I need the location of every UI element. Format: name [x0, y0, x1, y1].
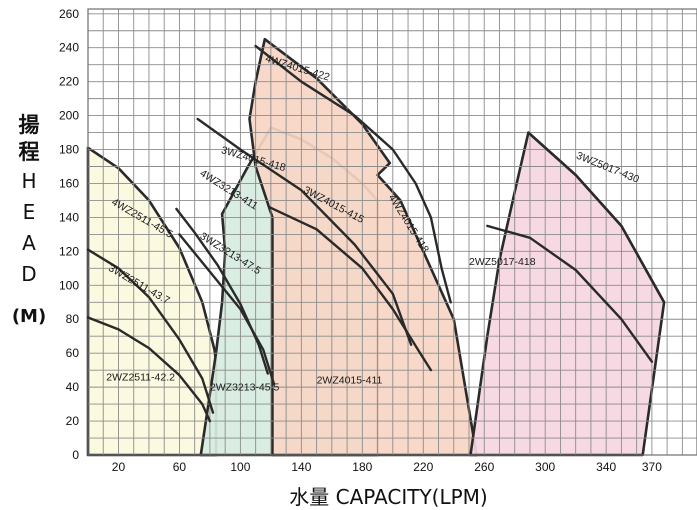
y-label-letter-e: E: [22, 200, 36, 224]
y-tick-label: 160: [59, 176, 79, 190]
y-label-letter-a: A: [22, 231, 36, 255]
x-tick-label: 220: [413, 460, 433, 474]
series-label: 2WZ2511-42.2: [106, 371, 175, 383]
curve-3WZ5017-430: [527, 131, 666, 304]
curve-2WZ5017-418: [486, 224, 654, 363]
x-tick-label: 180: [352, 460, 372, 474]
y-tick-label: 100: [59, 278, 79, 292]
curve-4WZ4015-422: [254, 44, 452, 304]
x-axis-label: 水量 CAPACITY(LPM): [289, 485, 488, 509]
y-tick-label: 0: [72, 448, 79, 462]
y-tick-label: 180: [59, 143, 79, 157]
series-label: 2WZ4015-411: [317, 375, 383, 387]
x-tick-label: 60: [173, 460, 187, 474]
y-label-unit: (M): [11, 306, 47, 327]
curve-3WZ4015-418: [196, 117, 413, 346]
y-tick-label: 20: [66, 414, 80, 428]
curve-3WZ3213-47.5: [178, 233, 276, 385]
y-label-letter-h: H: [21, 169, 37, 193]
plot-frame: [87, 8, 697, 456]
x-tick-label: 300: [535, 460, 555, 474]
x-tick-label: 340: [596, 460, 616, 474]
y-label-cn-1: 揚: [18, 113, 40, 137]
curve-4WZ3213-411: [175, 207, 269, 375]
curve-3WZ4015-415: [268, 206, 433, 372]
x-tick-label: 370: [642, 460, 662, 474]
y-tick-label: 80: [66, 312, 80, 326]
curve-3WZ2511-43.7: [86, 316, 212, 423]
y-tick-label: 120: [59, 244, 79, 258]
y-tick-label: 200: [59, 109, 79, 123]
y-tick-label: 60: [66, 346, 80, 360]
y-tick-label: 240: [59, 41, 79, 55]
y-tick-label: 140: [59, 210, 79, 224]
x-tick-label: 20: [112, 460, 126, 474]
x-tick-label: 260: [474, 460, 494, 474]
series-label: 2WZ3213-45.5: [210, 382, 280, 394]
zone-3: [248, 37, 478, 457]
curve-4WZ2511-45.5: [86, 248, 215, 414]
y-label-cn-2: 程: [18, 140, 40, 164]
x-tick-label: 140: [291, 460, 311, 474]
y-axis-label: 揚 程 H E A D (M): [6, 112, 52, 332]
y-tick-label: 220: [59, 75, 79, 89]
series-label: 2WZ5017-418: [469, 256, 536, 268]
y-tick-label: 260: [59, 7, 79, 21]
series-label: 3WZ5017-430: [575, 150, 641, 186]
x-tick-label: 100: [230, 460, 250, 474]
y-label-letter-d: D: [21, 262, 37, 286]
y-tick-label: 40: [66, 380, 80, 394]
